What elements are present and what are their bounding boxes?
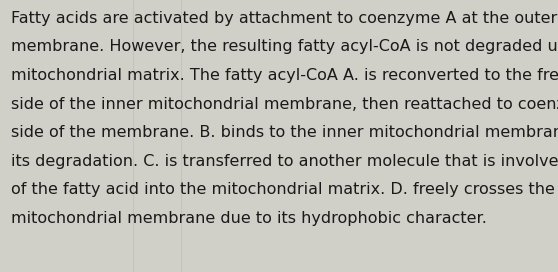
Text: Fatty acids are activated by attachment to coenzyme A at the outer mitochondrial: Fatty acids are activated by attachment … xyxy=(11,11,558,26)
Text: side of the membrane. B. binds to the inner mitochondrial membrane, which facili: side of the membrane. B. binds to the in… xyxy=(11,125,558,140)
Text: mitochondrial matrix. The fatty acyl-CoA A. is reconverted to the free fatty aci: mitochondrial matrix. The fatty acyl-CoA… xyxy=(11,68,558,83)
Text: membrane. However, the resulting fatty acyl-CoA is not degraded until it reaches: membrane. However, the resulting fatty a… xyxy=(11,39,558,54)
Text: mitochondrial membrane due to its hydrophobic character.: mitochondrial membrane due to its hydrop… xyxy=(11,211,487,226)
Text: of the fatty acid into the mitochondrial matrix. D. freely crosses the inner: of the fatty acid into the mitochondrial… xyxy=(11,182,558,197)
Text: its degradation. C. is transferred to another molecule that is involved in the t: its degradation. C. is transferred to an… xyxy=(11,154,558,169)
Text: side of the inner mitochondrial membrane, then reattached to coenzyme A on the o: side of the inner mitochondrial membrane… xyxy=(11,97,558,112)
